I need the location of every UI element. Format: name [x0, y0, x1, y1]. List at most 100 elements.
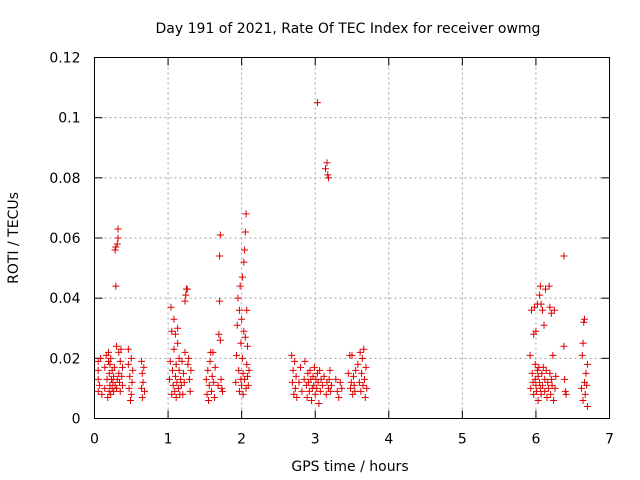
data-point [185, 375, 193, 383]
data-point [175, 354, 183, 362]
data-point [301, 357, 309, 365]
data-point [105, 369, 113, 377]
data-point [534, 396, 542, 404]
data-point [113, 240, 121, 248]
axis-ticks: 0 0.02 0.04 0.06 0.08 0.1 0.12 0 1 2 3 4 5 6 7 [49, 51, 614, 448]
data-point [347, 384, 355, 392]
data-point [218, 384, 226, 392]
data-point [306, 366, 314, 374]
data-point [166, 357, 174, 365]
data-point [561, 387, 569, 395]
data-point [344, 369, 352, 377]
data-point [347, 378, 355, 386]
data-point [118, 381, 126, 389]
data-point [541, 387, 549, 395]
y-tick-label: 0.04 [49, 291, 80, 307]
data-point [560, 252, 568, 260]
data-point [322, 390, 330, 398]
data-point [205, 381, 213, 389]
data-point [125, 384, 133, 392]
data-point [541, 285, 549, 293]
data-point [235, 306, 243, 314]
data-point [235, 387, 243, 395]
data-point [297, 363, 304, 371]
data-point [292, 372, 300, 380]
data-point [351, 387, 359, 395]
data-point [138, 384, 146, 392]
data-point [217, 375, 225, 383]
data-point [242, 210, 250, 218]
data-point [562, 390, 570, 398]
y-tick-label: 0.1 [58, 111, 80, 127]
data-point [315, 399, 323, 407]
data-point [129, 366, 137, 374]
data-point [543, 393, 551, 401]
data-point [177, 381, 185, 389]
data-point [116, 357, 124, 365]
data-point [238, 273, 246, 281]
data-point [107, 354, 115, 362]
data-point [241, 375, 249, 383]
data-point [539, 306, 547, 314]
data-point [127, 396, 135, 404]
data-point [530, 303, 538, 311]
data-point [216, 336, 224, 344]
data-point [295, 378, 303, 386]
data-point [203, 390, 211, 398]
data-point [205, 396, 213, 404]
data-point [124, 360, 132, 368]
data-point [544, 384, 552, 392]
data-point [241, 246, 249, 254]
data-point [172, 393, 180, 401]
data-point [216, 297, 224, 305]
data-point [115, 369, 123, 377]
data-point [579, 339, 587, 347]
x-tick-label: 0 [90, 432, 99, 448]
data-point [107, 390, 115, 398]
data-point [578, 351, 586, 359]
data-point [186, 387, 194, 395]
data-point [238, 381, 246, 389]
data-point [127, 354, 135, 362]
data-point [298, 387, 306, 395]
data-point [183, 285, 191, 293]
data-point [118, 372, 126, 380]
data-point [319, 381, 327, 389]
data-point [293, 393, 301, 401]
data-point [111, 246, 119, 254]
data-point [290, 390, 298, 398]
data-point [310, 363, 318, 371]
data-point [528, 306, 536, 314]
data-point [581, 390, 589, 398]
data-point [327, 387, 335, 395]
data-point [206, 357, 214, 365]
data-point [110, 372, 118, 380]
data-point [216, 231, 224, 239]
data-point [350, 381, 358, 389]
data-point [335, 393, 343, 401]
data-point [168, 366, 176, 374]
data-point [538, 369, 546, 377]
data-point [546, 369, 554, 377]
data-point [126, 372, 134, 380]
data-point [536, 282, 544, 290]
data-point [531, 360, 539, 368]
data-point [172, 360, 180, 368]
data-point [127, 390, 135, 398]
y-tick-label: 0.08 [49, 171, 80, 187]
data-point [583, 360, 591, 368]
data-point [305, 387, 313, 395]
data-point [245, 366, 253, 374]
data-point [336, 378, 344, 386]
data-point [533, 366, 541, 374]
data-point [309, 372, 317, 380]
data-point [354, 360, 362, 368]
data-point [236, 282, 244, 290]
data-point [300, 375, 308, 383]
data-point [110, 363, 118, 371]
data-point [356, 348, 364, 356]
x-tick-label: 6 [531, 432, 540, 448]
data-point [537, 300, 545, 308]
data-point [237, 339, 245, 347]
data-point [101, 363, 109, 371]
